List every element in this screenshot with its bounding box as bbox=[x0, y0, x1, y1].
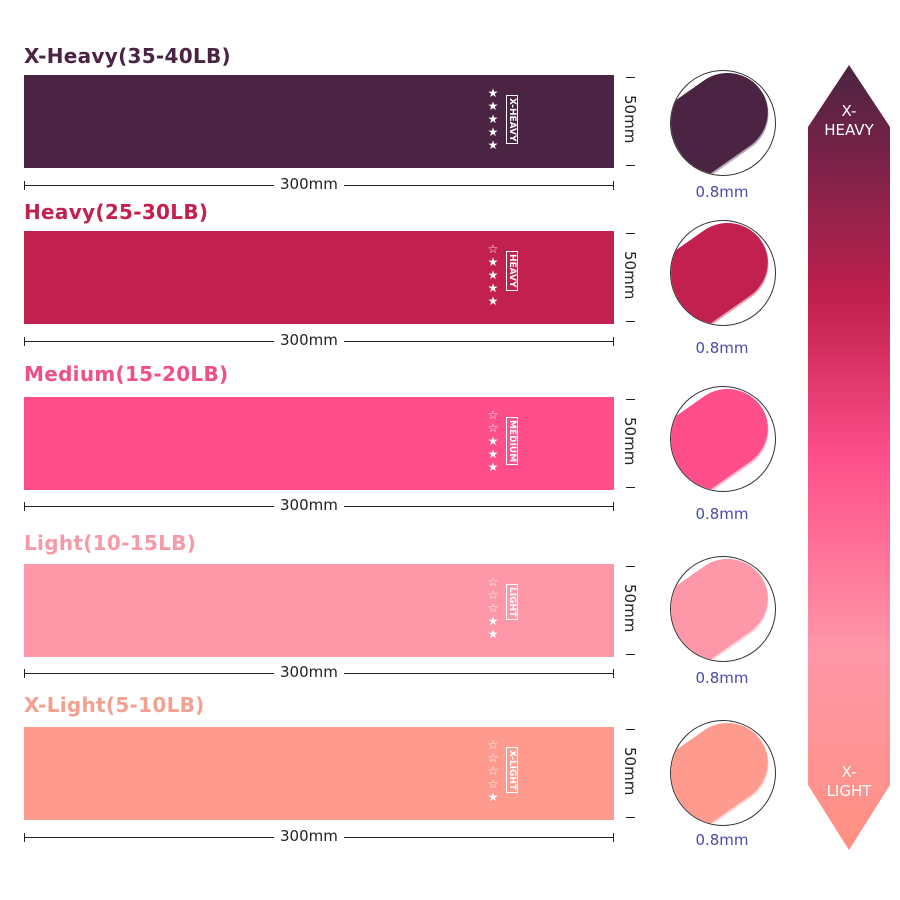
band-swatch: ☆ ☆ ★ ★ ★ MEDIUM bbox=[24, 397, 614, 490]
star-outline-icon: ☆ bbox=[487, 421, 499, 435]
star-outline-icon: ☆ bbox=[487, 777, 499, 791]
length-dimension: 300mm bbox=[24, 331, 614, 349]
star-filled-icon: ★ bbox=[487, 112, 499, 126]
width-dimension: 50mm bbox=[621, 564, 639, 657]
strength-stars: ☆ ☆ ★ ★ ★ bbox=[486, 409, 500, 474]
star-outline-icon: ☆ bbox=[487, 575, 499, 589]
thickness-label: 0.8mm bbox=[695, 669, 749, 687]
star-filled-icon: ★ bbox=[487, 447, 499, 461]
star-filled-icon: ★ bbox=[487, 255, 499, 269]
width-dimension: 50mm bbox=[621, 397, 639, 490]
thickness-label: 0.8mm bbox=[695, 183, 749, 201]
strength-stars: ★ ★ ★ ★ ★ bbox=[486, 87, 500, 152]
star-filled-icon: ★ bbox=[487, 138, 499, 152]
strength-stars: ☆ ★ ★ ★ ★ bbox=[486, 243, 500, 308]
scale-bottom-label: X- LIGHT bbox=[808, 763, 890, 801]
width-dimension: 50mm bbox=[621, 231, 639, 324]
band-swatch: ★ ★ ★ ★ ★ X-HEAVY bbox=[24, 75, 614, 168]
thickness-closeup bbox=[670, 386, 776, 492]
scale-bottom-line2: LIGHT bbox=[826, 782, 872, 800]
band-tag: X-HEAVY bbox=[506, 95, 518, 145]
width-label: 50mm bbox=[621, 584, 639, 633]
band-swatch: ☆ ☆ ☆ ☆ ★ X-LIGHT bbox=[24, 727, 614, 820]
thickness-closeup bbox=[670, 70, 776, 176]
thickness-label: 0.8mm bbox=[695, 339, 749, 357]
width-label: 50mm bbox=[621, 747, 639, 796]
star-filled-icon: ★ bbox=[487, 125, 499, 139]
band-swatch: ☆ ☆ ☆ ★ ★ LIGHT bbox=[24, 564, 614, 657]
star-filled-icon: ★ bbox=[487, 627, 499, 641]
star-filled-icon: ★ bbox=[487, 86, 499, 100]
star-filled-icon: ★ bbox=[487, 281, 499, 295]
thickness-closeup bbox=[670, 220, 776, 326]
resistance-scale-arrow bbox=[808, 65, 890, 850]
length-dimension: 300mm bbox=[24, 496, 614, 514]
width-label: 50mm bbox=[621, 417, 639, 466]
length-label: 300mm bbox=[274, 331, 344, 349]
star-filled-icon: ★ bbox=[487, 99, 499, 113]
length-dimension: 300mm bbox=[24, 175, 614, 193]
band-tag: X-LIGHT bbox=[506, 747, 518, 794]
width-dimension: 50mm bbox=[621, 75, 639, 168]
band-title: X-Heavy(35-40LB) bbox=[24, 44, 231, 68]
thickness-label: 0.8mm bbox=[695, 505, 749, 523]
star-outline-icon: ☆ bbox=[487, 751, 499, 765]
star-filled-icon: ★ bbox=[487, 790, 499, 804]
star-filled-icon: ★ bbox=[487, 614, 499, 628]
length-label: 300mm bbox=[274, 175, 344, 193]
band-title: Heavy(25-30LB) bbox=[24, 200, 209, 224]
star-outline-icon: ☆ bbox=[487, 588, 499, 602]
width-dimension: 50mm bbox=[621, 727, 639, 820]
star-filled-icon: ★ bbox=[487, 434, 499, 448]
band-tag: HEAVY bbox=[506, 251, 518, 291]
band-title: X-Light(5-10LB) bbox=[24, 693, 205, 717]
length-label: 300mm bbox=[274, 663, 344, 681]
thickness-closeup bbox=[670, 556, 776, 662]
scale-bottom-line1: X- bbox=[841, 763, 857, 781]
band-title: Light(10-15LB) bbox=[24, 531, 197, 555]
length-dimension: 300mm bbox=[24, 663, 614, 681]
width-label: 50mm bbox=[621, 95, 639, 144]
star-outline-icon: ☆ bbox=[487, 601, 499, 615]
star-outline-icon: ☆ bbox=[487, 738, 499, 752]
band-swatch: ☆ ★ ★ ★ ★ HEAVY bbox=[24, 231, 614, 324]
star-outline-icon: ☆ bbox=[487, 408, 499, 422]
star-filled-icon: ★ bbox=[487, 460, 499, 474]
band-title: Medium(15-20LB) bbox=[24, 362, 229, 386]
width-label: 50mm bbox=[621, 251, 639, 300]
star-outline-icon: ☆ bbox=[487, 242, 499, 256]
star-outline-icon: ☆ bbox=[487, 764, 499, 778]
length-label: 300mm bbox=[274, 827, 344, 845]
scale-top-label: X- HEAVY bbox=[808, 102, 890, 140]
thickness-closeup bbox=[670, 720, 776, 826]
thickness-label: 0.8mm bbox=[695, 831, 749, 849]
star-filled-icon: ★ bbox=[487, 294, 499, 308]
length-dimension: 300mm bbox=[24, 827, 614, 845]
star-filled-icon: ★ bbox=[487, 268, 499, 282]
strength-stars: ☆ ☆ ☆ ☆ ★ bbox=[486, 739, 500, 804]
scale-top-line2: HEAVY bbox=[824, 121, 874, 139]
strength-stars: ☆ ☆ ☆ ★ ★ bbox=[486, 576, 500, 641]
band-tag: MEDIUM bbox=[506, 417, 518, 466]
band-tag: LIGHT bbox=[506, 584, 518, 621]
length-label: 300mm bbox=[274, 496, 344, 514]
scale-top-line1: X- bbox=[841, 102, 857, 120]
